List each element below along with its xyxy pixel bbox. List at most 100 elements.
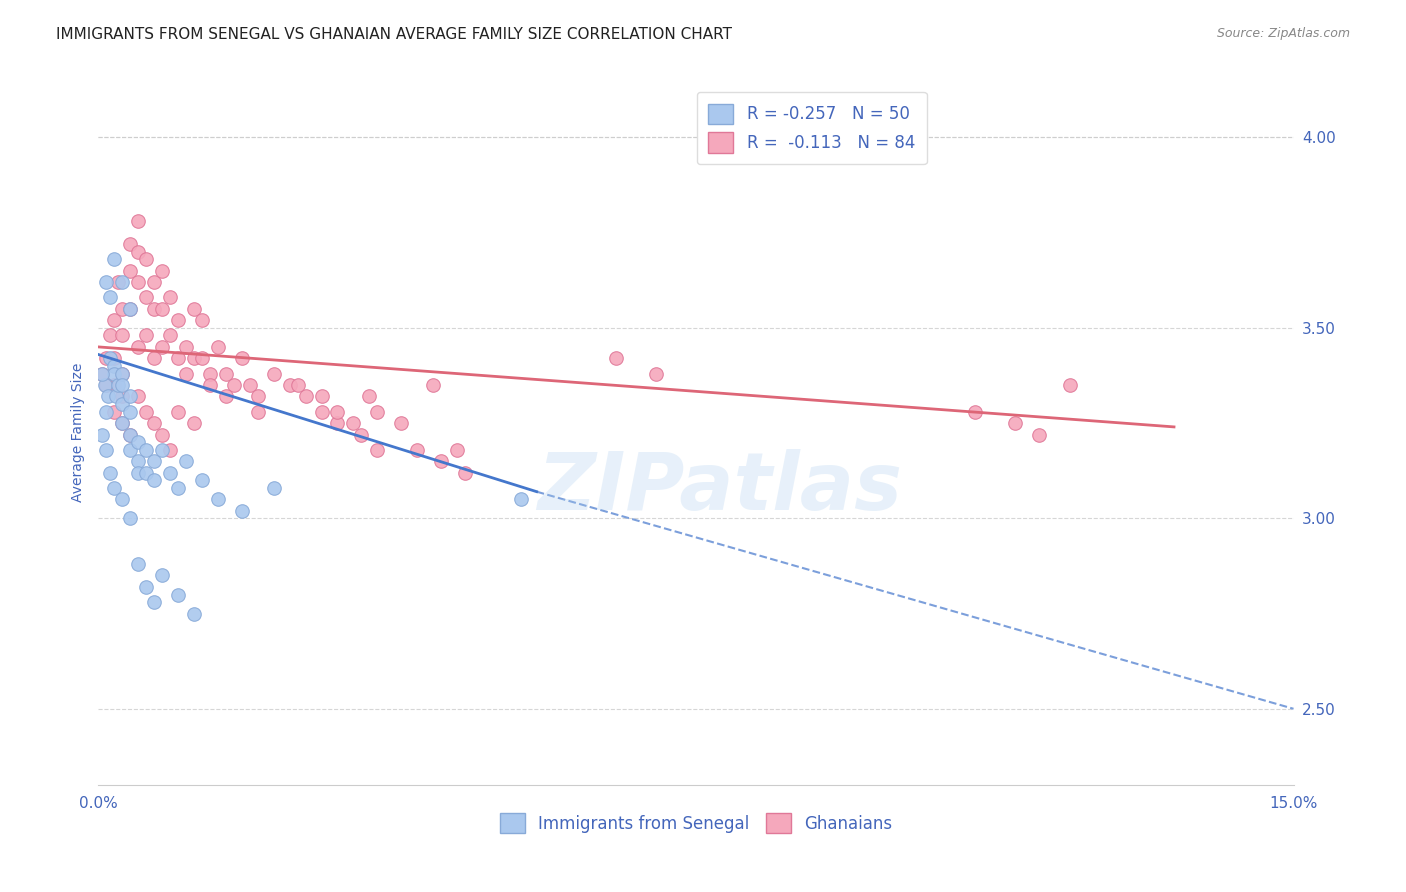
Point bbox=[91, 367, 114, 381]
Point bbox=[167, 313, 190, 327]
Point bbox=[389, 416, 412, 430]
Point bbox=[127, 454, 149, 468]
Point bbox=[143, 473, 166, 487]
Point bbox=[150, 340, 173, 354]
Point bbox=[135, 252, 157, 267]
Point bbox=[111, 328, 134, 343]
Point bbox=[183, 416, 205, 430]
Point bbox=[454, 466, 477, 480]
Point bbox=[159, 328, 181, 343]
Text: IMMIGRANTS FROM SENEGAL VS GHANAIAN AVERAGE FAMILY SIZE CORRELATION CHART: IMMIGRANTS FROM SENEGAL VS GHANAIAN AVER… bbox=[56, 27, 733, 42]
Point bbox=[150, 301, 173, 316]
Point bbox=[311, 389, 333, 403]
Point bbox=[278, 378, 301, 392]
Point bbox=[135, 442, 157, 457]
Point bbox=[263, 481, 285, 495]
Point bbox=[963, 405, 986, 419]
Point bbox=[127, 466, 149, 480]
Point bbox=[103, 351, 125, 366]
Text: Source: ZipAtlas.com: Source: ZipAtlas.com bbox=[1216, 27, 1350, 40]
Point bbox=[120, 389, 142, 403]
Point bbox=[167, 405, 190, 419]
Point bbox=[111, 301, 134, 316]
Point bbox=[96, 275, 118, 289]
Point bbox=[94, 378, 117, 392]
Point bbox=[263, 367, 285, 381]
Point bbox=[167, 587, 190, 601]
Point bbox=[127, 435, 149, 450]
Point bbox=[150, 568, 173, 582]
Point bbox=[120, 427, 142, 442]
Point bbox=[97, 389, 120, 403]
Point bbox=[107, 275, 129, 289]
Point bbox=[143, 454, 166, 468]
Point bbox=[326, 405, 349, 419]
Point bbox=[103, 359, 125, 373]
Point bbox=[207, 340, 229, 354]
Point bbox=[111, 367, 134, 381]
Point bbox=[111, 367, 134, 381]
Point bbox=[311, 405, 333, 419]
Point bbox=[159, 466, 181, 480]
Point bbox=[127, 340, 149, 354]
Point bbox=[406, 442, 429, 457]
Point bbox=[143, 351, 166, 366]
Point bbox=[366, 442, 388, 457]
Point bbox=[120, 301, 142, 316]
Point bbox=[91, 427, 114, 442]
Point bbox=[422, 378, 444, 392]
Point bbox=[183, 351, 205, 366]
Point bbox=[174, 340, 197, 354]
Point bbox=[135, 328, 157, 343]
Point bbox=[127, 389, 149, 403]
Point bbox=[294, 389, 316, 403]
Point bbox=[198, 378, 221, 392]
Point bbox=[366, 405, 388, 419]
Point bbox=[107, 378, 129, 392]
Point bbox=[509, 492, 531, 507]
Point bbox=[96, 405, 118, 419]
Point bbox=[103, 313, 125, 327]
Point bbox=[342, 416, 364, 430]
Point bbox=[183, 607, 205, 621]
Point bbox=[207, 492, 229, 507]
Point bbox=[191, 351, 214, 366]
Point bbox=[359, 389, 381, 403]
Point bbox=[135, 405, 157, 419]
Point bbox=[127, 244, 149, 259]
Point bbox=[159, 442, 181, 457]
Point bbox=[111, 389, 134, 403]
Point bbox=[150, 264, 173, 278]
Point bbox=[167, 481, 190, 495]
Point bbox=[120, 427, 142, 442]
Point bbox=[167, 351, 190, 366]
Point bbox=[96, 351, 118, 366]
Point bbox=[645, 367, 668, 381]
Point bbox=[127, 557, 149, 571]
Point bbox=[231, 504, 253, 518]
Point bbox=[135, 466, 157, 480]
Point bbox=[98, 351, 122, 366]
Y-axis label: Average Family Size: Average Family Size bbox=[70, 363, 84, 502]
Point bbox=[183, 301, 205, 316]
Point bbox=[174, 454, 197, 468]
Point bbox=[120, 442, 142, 457]
Point bbox=[120, 237, 142, 252]
Point bbox=[198, 367, 221, 381]
Point bbox=[246, 405, 269, 419]
Point bbox=[91, 367, 114, 381]
Point bbox=[127, 214, 149, 228]
Point bbox=[326, 416, 349, 430]
Point bbox=[135, 290, 157, 304]
Point bbox=[446, 442, 468, 457]
Point bbox=[143, 595, 166, 609]
Point bbox=[111, 416, 134, 430]
Point bbox=[143, 275, 166, 289]
Point bbox=[111, 275, 134, 289]
Point bbox=[159, 290, 181, 304]
Point bbox=[120, 264, 142, 278]
Point bbox=[246, 389, 269, 403]
Point bbox=[191, 473, 214, 487]
Point bbox=[103, 252, 125, 267]
Point bbox=[150, 442, 173, 457]
